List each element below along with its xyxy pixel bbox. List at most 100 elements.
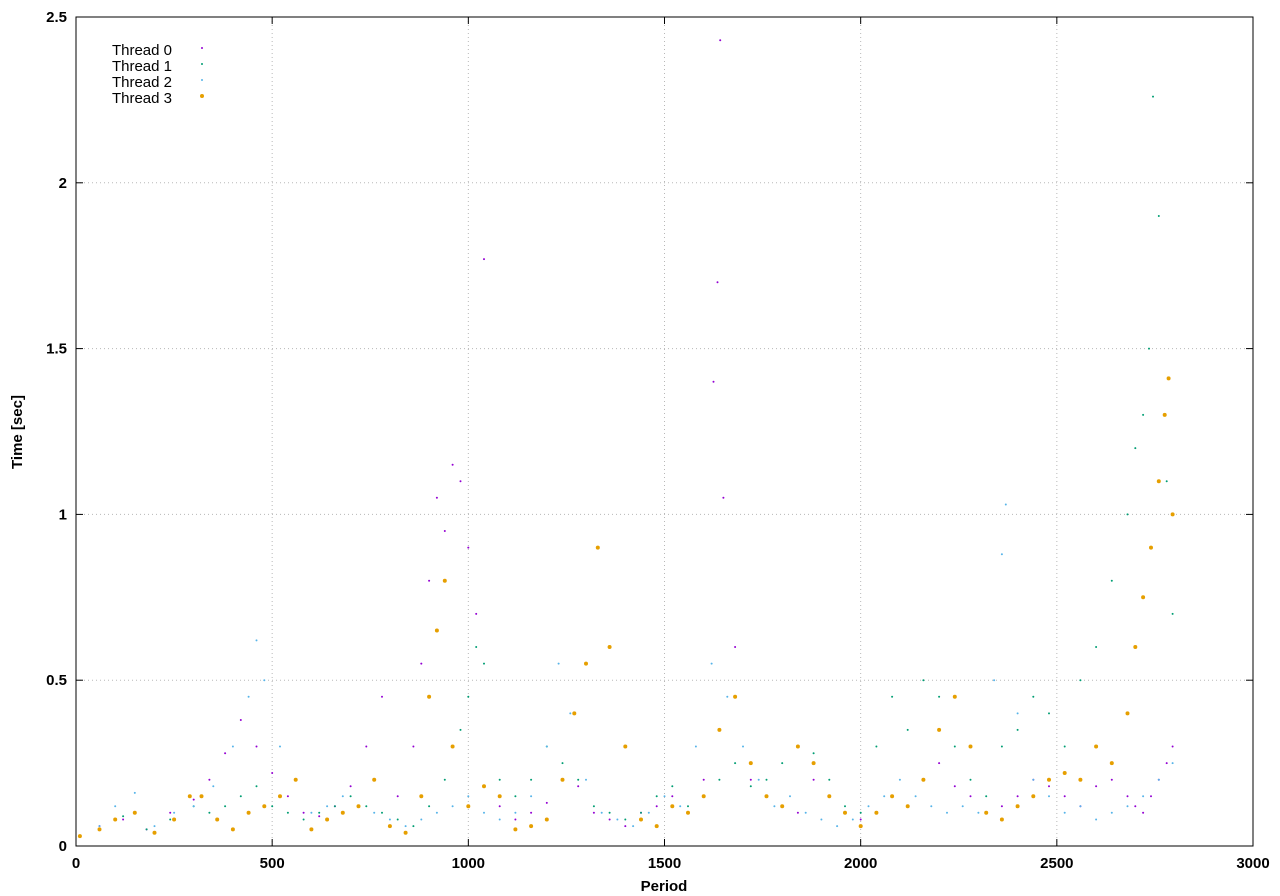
data-point xyxy=(530,795,533,798)
data-point xyxy=(475,612,478,615)
data-point xyxy=(396,818,399,821)
data-point xyxy=(530,778,533,781)
data-point xyxy=(132,810,137,815)
x-tick-label: 500 xyxy=(260,855,285,872)
data-point xyxy=(1031,794,1036,799)
data-point xyxy=(192,805,195,808)
data-point xyxy=(1165,762,1168,765)
legend-item: Thread 0 xyxy=(112,42,203,59)
data-point xyxy=(1134,805,1137,808)
data-point xyxy=(122,815,125,818)
x-tick-label: 1000 xyxy=(452,855,485,872)
data-point xyxy=(600,811,603,814)
data-point xyxy=(483,811,485,814)
series-1 xyxy=(78,95,1174,838)
data-point xyxy=(1048,785,1050,788)
data-point xyxy=(671,785,674,788)
data-point xyxy=(938,762,941,765)
data-point xyxy=(639,817,643,822)
data-point xyxy=(443,778,446,781)
legend-marker xyxy=(201,79,203,81)
data-point xyxy=(977,811,980,814)
data-point xyxy=(498,818,501,821)
data-point xyxy=(365,745,368,748)
data-point xyxy=(577,778,580,781)
data-point xyxy=(1157,215,1160,217)
data-point xyxy=(906,728,909,731)
data-point xyxy=(969,778,972,781)
data-point xyxy=(1133,645,1138,649)
data-point xyxy=(513,827,518,832)
data-point xyxy=(608,811,611,814)
data-point xyxy=(98,825,101,828)
data-point xyxy=(851,818,854,821)
data-point xyxy=(694,745,697,748)
data-point xyxy=(333,805,336,808)
data-point xyxy=(764,794,769,799)
data-point xyxy=(742,745,744,748)
data-point xyxy=(765,778,768,781)
data-point xyxy=(836,825,839,828)
data-point xyxy=(1078,777,1083,782)
data-point xyxy=(640,811,642,814)
data-point xyxy=(1171,745,1174,748)
data-point xyxy=(561,762,564,765)
data-point xyxy=(451,805,454,808)
data-point xyxy=(1149,545,1153,550)
data-point xyxy=(255,639,258,642)
data-point xyxy=(828,778,831,781)
data-point xyxy=(719,39,722,42)
data-point xyxy=(372,777,377,782)
y-tick-label: 2.5 xyxy=(46,9,67,26)
legend-item: Thread 2 xyxy=(112,74,203,91)
data-point xyxy=(671,795,674,798)
data-point xyxy=(938,695,941,698)
y-axis-title: Time [sec] xyxy=(9,395,26,469)
data-point xyxy=(905,804,910,809)
data-point xyxy=(968,744,973,749)
data-point xyxy=(356,804,361,809)
data-point xyxy=(953,745,956,748)
data-point xyxy=(133,791,136,794)
data-point xyxy=(748,761,753,766)
data-point xyxy=(655,805,658,808)
data-point xyxy=(169,818,172,821)
data-point xyxy=(381,695,383,698)
data-point xyxy=(1171,762,1174,765)
x-tick-label: 1500 xyxy=(648,855,681,872)
data-point xyxy=(655,795,658,798)
data-point xyxy=(412,745,415,748)
data-point xyxy=(1016,728,1019,731)
data-point xyxy=(412,825,415,828)
data-point xyxy=(246,810,251,815)
data-point xyxy=(545,745,548,748)
y-tick-labels: 0 0.5 1 1.5 2 2.5 xyxy=(46,9,67,855)
data-point xyxy=(310,811,313,814)
data-point xyxy=(1142,811,1145,814)
data-point xyxy=(434,628,439,633)
legend-item: Thread 3 xyxy=(112,90,204,107)
data-point xyxy=(811,761,816,766)
data-point xyxy=(152,830,157,835)
data-point xyxy=(404,825,407,828)
data-point xyxy=(443,530,446,532)
data-point xyxy=(302,811,305,814)
data-point xyxy=(427,694,432,699)
data-point xyxy=(1048,795,1050,798)
data-point xyxy=(1004,503,1007,506)
data-point xyxy=(467,546,470,549)
data-point xyxy=(122,818,125,821)
data-point xyxy=(435,496,438,499)
grid xyxy=(76,17,1253,846)
data-point xyxy=(701,794,706,799)
data-point xyxy=(279,745,281,748)
data-point xyxy=(239,795,242,798)
data-point xyxy=(733,694,738,699)
x-tick-label: 3000 xyxy=(1236,855,1269,872)
data-point xyxy=(1063,795,1066,798)
data-point xyxy=(679,805,682,808)
data-point xyxy=(262,804,267,809)
data-point xyxy=(255,745,258,748)
x-tick-labels: 0 500 1000 1500 2000 2500 3000 xyxy=(72,855,1270,872)
